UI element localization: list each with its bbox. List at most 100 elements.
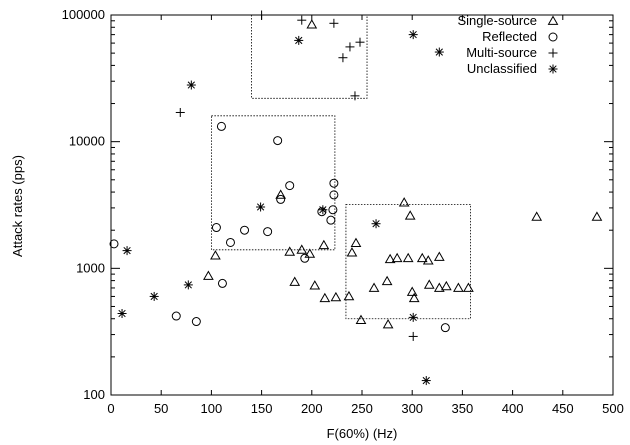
point-unclassified: [408, 312, 418, 322]
point-unclassified: [186, 80, 196, 90]
point-unclassified: [117, 308, 127, 318]
legend-label-unclassified: Unclassified: [467, 61, 537, 76]
point-unclassified: [421, 376, 431, 386]
point-single-source: [284, 246, 296, 256]
point-reflected: [211, 223, 221, 233]
point-single-source: [440, 280, 452, 291]
point-single-source: [330, 291, 342, 302]
legend-marker-unclassified: [548, 64, 558, 74]
x-tick-label: 450: [552, 401, 574, 416]
point-reflected: [300, 253, 310, 263]
point-single-source: [275, 189, 287, 199]
point-single-source: [423, 279, 435, 289]
point-multi-source: [338, 53, 348, 63]
y-tick-label: 100: [83, 387, 105, 402]
point-multi-source: [345, 42, 355, 52]
legend-label-multi-source: Multi-source: [466, 45, 537, 60]
point-single-source: [416, 252, 428, 263]
point-unclassified: [408, 30, 418, 40]
point-single-source: [402, 252, 414, 263]
x-axis-title: F(60%) (Hz): [327, 426, 398, 441]
point-unclassified: [183, 280, 193, 290]
x-tick-label: 0: [107, 401, 114, 416]
point-reflected: [225, 237, 235, 247]
point-single-source: [406, 286, 418, 296]
point-multi-source: [329, 18, 339, 28]
x-tick-label: 200: [301, 401, 323, 416]
point-reflected: [217, 278, 227, 288]
legend-marker-reflected: [548, 32, 558, 42]
point-multi-source: [350, 91, 360, 101]
point-single-source: [384, 253, 396, 264]
point-single-source: [422, 255, 434, 265]
highlight-box: [210, 115, 336, 251]
point-single-source: [355, 314, 367, 325]
point-unclassified: [122, 246, 132, 256]
point-reflected: [263, 227, 273, 237]
point-reflected: [191, 317, 201, 327]
point-multi-source: [297, 15, 307, 25]
x-tick-label: 500: [602, 401, 624, 416]
point-single-source: [381, 275, 393, 286]
x-tick-label: 350: [452, 401, 474, 416]
point-multi-source: [175, 107, 185, 117]
point-single-source: [591, 211, 603, 221]
point-unclassified: [149, 291, 159, 301]
point-single-source: [453, 282, 464, 292]
point-reflected: [171, 311, 181, 321]
point-unclassified: [256, 202, 266, 212]
x-tick-label: 300: [401, 401, 423, 416]
point-single-source: [203, 270, 214, 280]
point-single-source: [210, 250, 221, 260]
legend-marker-multi-source: [548, 48, 558, 58]
point-reflected: [273, 136, 283, 146]
x-tick-label: 150: [251, 401, 273, 416]
point-single-source: [304, 248, 316, 258]
point-multi-source: [408, 331, 418, 341]
point-single-source: [289, 276, 301, 286]
x-tick-label: 400: [502, 401, 524, 416]
point-single-source: [433, 251, 445, 261]
point-reflected: [109, 239, 119, 249]
point-reflected: [440, 323, 450, 333]
point-single-source: [398, 197, 410, 207]
point-single-source: [306, 19, 318, 29]
legend-label-single-source: Single-source: [458, 13, 538, 28]
point-single-source: [391, 252, 403, 263]
point-reflected: [285, 181, 295, 191]
data-points: [109, 10, 603, 386]
highlight-box: [251, 14, 368, 99]
point-single-source: [531, 211, 543, 221]
x-tick-label: 50: [154, 401, 168, 416]
point-reflected: [317, 207, 327, 217]
y-tick-label: 10000: [69, 134, 105, 149]
point-multi-source: [355, 37, 365, 47]
legend: Single-sourceReflectedMulti-sourceUnclas…: [458, 13, 559, 76]
point-unclassified: [434, 47, 444, 57]
point-single-source: [346, 247, 358, 257]
point-multi-source: [257, 10, 267, 20]
point-unclassified: [294, 35, 304, 45]
legend-marker-single-source: [547, 15, 559, 25]
point-unclassified: [318, 205, 328, 215]
point-reflected: [328, 205, 338, 215]
x-tick-label: 250: [351, 401, 373, 416]
point-single-source: [350, 237, 362, 248]
legend-label-reflected: Reflected: [482, 29, 537, 44]
point-single-source: [368, 282, 380, 292]
point-unclassified: [371, 219, 381, 229]
point-single-source: [296, 244, 308, 254]
point-single-source: [463, 282, 474, 292]
point-single-source: [433, 282, 445, 292]
point-reflected: [326, 215, 336, 225]
highlight-boxes: [210, 14, 471, 320]
point-reflected: [240, 225, 250, 235]
point-single-source: [319, 292, 331, 303]
point-single-source: [404, 210, 416, 220]
point-reflected: [276, 194, 286, 204]
plot-frame: [110, 14, 614, 396]
y-tick-label: 1000: [76, 260, 105, 275]
point-reflected: [329, 178, 339, 188]
point-single-source: [382, 319, 394, 329]
